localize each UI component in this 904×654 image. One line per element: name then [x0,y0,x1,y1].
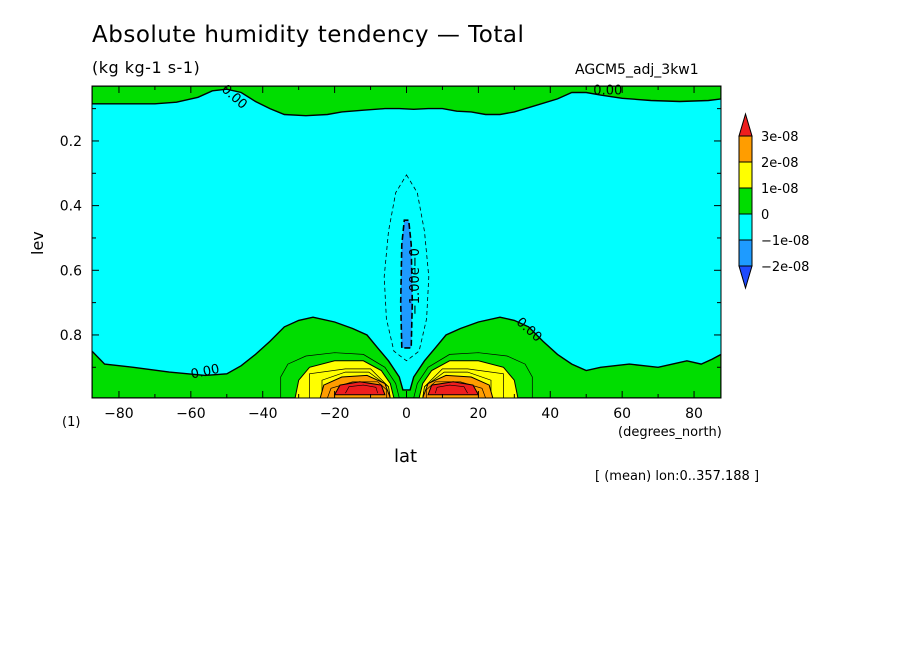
contour-fields [92,86,721,398]
contour-line-orange-right [425,381,486,398]
contour-line-yellow-left-1 [321,371,391,398]
colorbar-segment [738,161,753,189]
x-axis-unit: (degrees_north) [618,425,722,440]
x-tick-label: 80 [685,406,703,422]
colorbar-segment [738,239,753,267]
y-tick-label: 0.4 [60,199,82,215]
x-tick-label: 60 [613,406,631,422]
y-tick-label: 0.6 [60,263,82,279]
contour-line-right [413,352,533,398]
field-red-left [333,381,386,396]
colorbar-cap-bottom [738,265,753,290]
colorbar-cap-top [738,112,753,137]
contour-line-orange-left [327,381,388,398]
field-blue-core [399,219,414,349]
run-label: AGCM5_adj_3kw1 [575,62,699,78]
contour-label-1: 0.00 [593,83,622,98]
averaging-note: [ (mean) lon:0..357.188 ] [595,469,760,484]
contour-dashed-outer [383,174,430,362]
x-tick-label: 0 [402,406,411,422]
colorbar-label: 1e-08 [761,182,799,197]
colorbar-segment [738,187,753,215]
field-bottom-green [92,316,721,398]
colorbar-label: 0 [761,208,769,223]
x-tick-label: 20 [469,406,487,422]
contour-line-yellow-right-1 [422,371,492,398]
colorbar-segment [738,135,753,163]
contour-line-left [280,352,400,398]
colorbar-label: 2e-08 [761,156,799,171]
chart-subtitle: (kg kg-1 s-1) [92,58,201,77]
y-axis-unit: (1) [62,415,81,430]
colorbar-label: −1e-08 [761,234,809,249]
contour-label-3: 0.00 [190,362,221,383]
contour-label-4: −1.00e−0 [408,248,423,315]
y-tick-label: 0.8 [60,328,82,344]
contour-line-red-right [435,384,468,394]
x-tick-label: −40 [248,406,278,422]
x-tick-label: 40 [541,406,559,422]
y-tick-label: 0.2 [60,134,82,150]
x-tick-label: −80 [104,406,134,422]
colorbar-segment [738,213,753,241]
colorbar-label: −2e-08 [761,260,809,275]
x-axis-label: lat [394,446,418,467]
field-top-green [92,86,721,117]
contour-line-red-left [345,384,378,394]
colorbar-label: 3e-08 [761,130,799,145]
chart-title: Absolute humidity tendency — Total [92,22,525,48]
field-red-right [427,381,480,396]
x-tick-label: −20 [320,406,350,422]
x-tick-label: −60 [176,406,206,422]
